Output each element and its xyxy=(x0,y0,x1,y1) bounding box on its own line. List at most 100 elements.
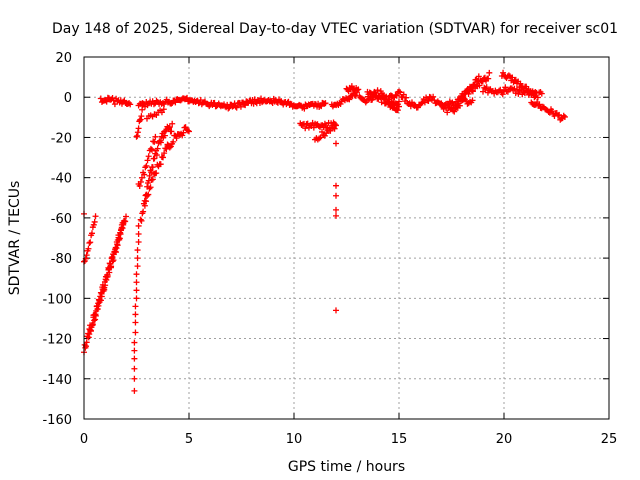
data-point xyxy=(85,245,92,252)
data-point xyxy=(146,185,153,192)
x-tick-label: 0 xyxy=(80,432,88,447)
data-point xyxy=(460,94,467,101)
data-point xyxy=(109,258,116,265)
data-point xyxy=(173,135,180,142)
data-point xyxy=(355,86,362,93)
data-point xyxy=(480,88,486,95)
data-point xyxy=(153,97,160,104)
data-point xyxy=(184,94,191,101)
data-point xyxy=(132,303,139,310)
data-point xyxy=(133,271,140,278)
data-point xyxy=(333,140,339,147)
data-point xyxy=(380,95,387,102)
y-tick-label: -20 xyxy=(51,131,72,146)
data-point xyxy=(287,100,294,107)
data-point xyxy=(147,145,154,152)
data-point xyxy=(92,312,99,319)
data-point xyxy=(135,230,142,237)
data-point xyxy=(333,182,339,189)
data-point xyxy=(160,106,167,113)
data-point xyxy=(150,101,157,108)
data-point xyxy=(134,255,141,262)
data-point xyxy=(135,239,142,246)
data-point xyxy=(133,287,140,294)
data-point xyxy=(138,174,145,181)
data-point xyxy=(157,161,164,168)
data-point xyxy=(509,74,516,81)
data-points xyxy=(81,69,568,394)
data-point xyxy=(242,102,249,109)
y-tick-label: 20 xyxy=(55,51,72,66)
x-tick-label: 5 xyxy=(185,432,193,447)
data-point xyxy=(117,227,124,234)
data-point xyxy=(348,83,355,90)
data-point xyxy=(83,252,90,259)
data-point xyxy=(118,224,125,231)
data-point xyxy=(136,182,143,189)
data-point xyxy=(98,293,105,300)
data-point xyxy=(179,132,186,139)
data-point xyxy=(107,263,114,270)
data-point xyxy=(131,355,138,362)
data-point xyxy=(88,230,95,237)
y-tick-label: -140 xyxy=(42,373,72,388)
x-tick-label: 10 xyxy=(286,432,303,447)
data-point xyxy=(122,218,129,225)
data-point xyxy=(132,329,139,336)
data-point xyxy=(161,150,168,157)
data-point xyxy=(549,108,556,115)
data-point xyxy=(394,107,401,114)
data-point xyxy=(333,307,339,314)
data-point xyxy=(322,100,329,107)
data-point xyxy=(139,100,146,107)
data-point xyxy=(137,216,144,223)
data-point xyxy=(138,217,145,224)
data-point xyxy=(114,242,121,249)
data-point xyxy=(462,90,469,97)
data-point xyxy=(254,97,261,104)
data-point xyxy=(502,84,509,91)
data-point xyxy=(151,138,158,145)
data-point xyxy=(153,170,160,177)
data-point xyxy=(106,269,113,276)
data-point xyxy=(137,178,144,185)
data-point xyxy=(396,98,402,105)
data-point xyxy=(134,247,141,254)
data-point xyxy=(499,91,506,98)
data-point xyxy=(87,326,94,333)
data-point xyxy=(102,282,109,289)
y-tick-label: -120 xyxy=(42,333,72,348)
data-point xyxy=(149,146,156,153)
data-point xyxy=(133,133,140,140)
data-point xyxy=(186,128,192,135)
data-point xyxy=(92,316,99,323)
data-point xyxy=(104,273,111,280)
data-point xyxy=(134,132,141,139)
data-point xyxy=(161,132,168,139)
data-point xyxy=(112,248,119,255)
data-point xyxy=(95,302,102,309)
y-tick-label: -80 xyxy=(51,252,72,267)
data-point xyxy=(554,112,561,119)
data-point xyxy=(400,91,407,98)
data-point xyxy=(140,208,147,215)
plot-frame xyxy=(83,56,610,420)
data-point xyxy=(131,387,138,394)
data-point xyxy=(475,73,482,80)
data-point xyxy=(168,100,175,107)
data-point xyxy=(479,78,486,85)
data-point xyxy=(141,171,148,178)
data-point xyxy=(149,176,156,183)
data-point xyxy=(137,116,144,123)
data-point xyxy=(560,112,567,119)
data-point xyxy=(144,192,151,199)
data-point xyxy=(92,213,99,220)
data-point xyxy=(143,162,150,169)
y-tick-label: -60 xyxy=(51,212,72,227)
data-point xyxy=(166,124,173,131)
data-point xyxy=(379,94,386,101)
data-point xyxy=(396,88,403,95)
data-point xyxy=(225,105,232,112)
data-point xyxy=(505,72,512,79)
